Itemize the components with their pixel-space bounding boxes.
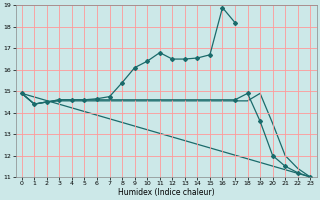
X-axis label: Humidex (Indice chaleur): Humidex (Indice chaleur) [118, 188, 214, 197]
